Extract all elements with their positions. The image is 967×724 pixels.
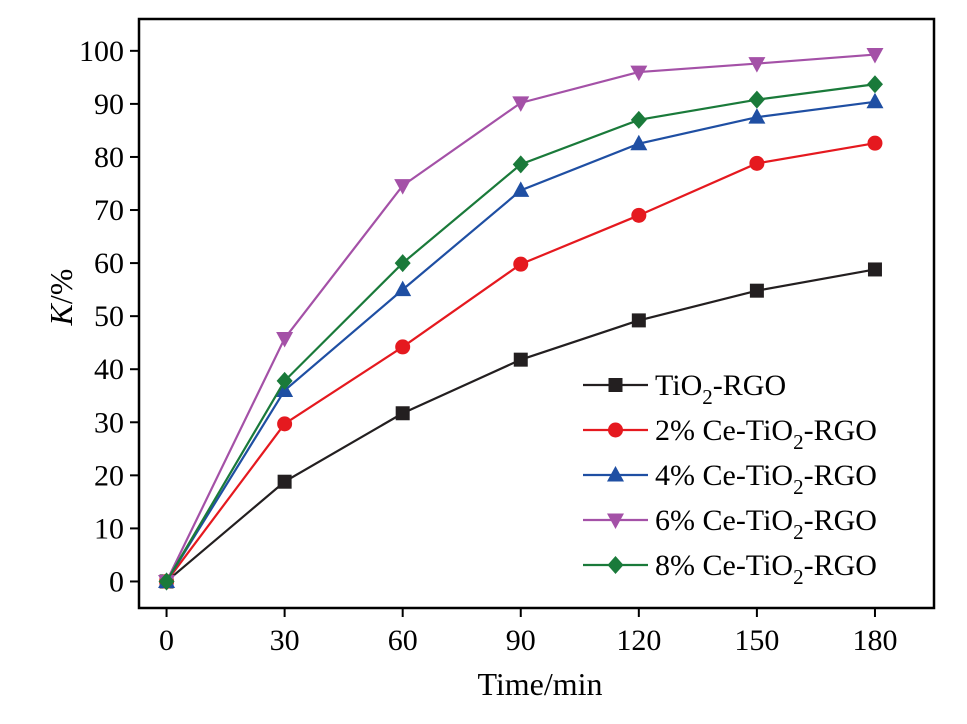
y-tick-label: 40 (94, 353, 124, 386)
data-point (395, 406, 410, 421)
data-point (630, 65, 648, 82)
legend-label: 8% Ce-TiO2-RGO (655, 549, 877, 589)
data-point (867, 262, 882, 277)
y-tick-label: 100 (79, 35, 124, 68)
data-point (395, 339, 411, 355)
y-tick-label: 50 (94, 300, 124, 333)
series-group (158, 75, 883, 591)
series-line (165, 53, 876, 582)
data-point (394, 254, 411, 273)
x-tick-label: 60 (388, 624, 418, 657)
data-point (866, 48, 884, 64)
legend-item: 6% Ce-TiO2-RGO (583, 504, 877, 544)
data-point (749, 283, 764, 298)
data-point (866, 75, 883, 94)
data-point (394, 280, 412, 297)
data-point (512, 96, 530, 112)
data-point (276, 371, 293, 390)
data-point (513, 256, 529, 272)
y-tick-label: 10 (94, 512, 124, 545)
x-tick-label: 150 (734, 624, 779, 657)
data-point (630, 110, 647, 129)
y-axis-label-unit: /% (43, 269, 79, 305)
legend-label: 4% Ce-TiO2-RGO (655, 459, 877, 499)
y-tick-label: 20 (94, 459, 124, 492)
data-point (394, 179, 412, 195)
y-tick-label: 0 (109, 565, 124, 598)
data-point (748, 57, 766, 73)
y-tick-label: 90 (94, 88, 124, 121)
data-point (512, 181, 530, 197)
data-point (749, 155, 765, 171)
plot-frame (137, 17, 936, 610)
legend-marker (607, 556, 624, 574)
legend-item: TiO2-RGO (583, 369, 786, 409)
y-tick-label: 60 (94, 247, 124, 280)
y-axis-label: K/% (43, 269, 79, 327)
x-axis: 0 30 60 90 120 150 180 (159, 608, 897, 657)
legend-item: 2% Ce-TiO2-RGO (583, 414, 877, 454)
data-point (631, 313, 646, 328)
legend-marker (608, 422, 623, 438)
data-point (631, 207, 647, 223)
y-tick-label: 30 (94, 406, 124, 439)
x-tick-label: 120 (616, 624, 661, 657)
data-point (630, 134, 648, 151)
y-axis-label-variable: K (43, 302, 79, 326)
legend-marker (607, 466, 624, 482)
legend: TiO2-RGO 2% Ce-TiO2-RGO 4% Ce-TiO2-RGO 6% C… (583, 369, 877, 589)
data-point (748, 90, 765, 109)
y-tick-label: 70 (94, 194, 124, 227)
data-point (748, 108, 766, 124)
data-point (277, 416, 293, 432)
data-point (277, 474, 292, 489)
x-tick-label: 90 (506, 624, 536, 657)
legend-marker (607, 513, 624, 529)
series-group (158, 48, 884, 591)
y-tick-label: 80 (94, 141, 124, 174)
y-axis: 0 10 20 30 40 50 60 70 80 90 100 (79, 35, 139, 598)
legend-marker (608, 378, 623, 392)
data-point (158, 572, 175, 591)
legend-item: 8% Ce-TiO2-RGO (583, 549, 877, 589)
data-point (866, 92, 884, 109)
x-tick-label: 30 (270, 624, 300, 657)
data-point (867, 135, 883, 151)
legend-label: 6% Ce-TiO2-RGO (655, 504, 877, 544)
series-layer (158, 48, 884, 591)
x-axis-label: Time/min (477, 666, 602, 702)
data-point (276, 331, 294, 348)
legend-label: TiO2-RGO (655, 369, 786, 409)
legend-label: 2% Ce-TiO2-RGO (655, 414, 877, 454)
x-tick-label: 180 (852, 624, 897, 657)
legend-item: 4% Ce-TiO2-RGO (583, 459, 877, 499)
data-point (513, 352, 528, 367)
x-tick-label: 0 (159, 624, 174, 657)
data-point (512, 155, 529, 174)
